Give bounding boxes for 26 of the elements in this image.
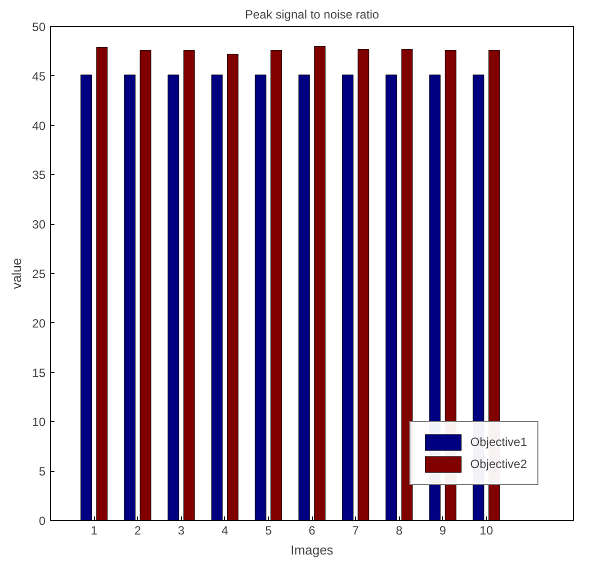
x-tick-label: 3 <box>178 524 185 538</box>
x-axis-title: Images <box>290 542 334 558</box>
y-tick-label: 30 <box>32 218 46 232</box>
y-tick-label: 45 <box>32 69 46 84</box>
legend-label: Objective2 <box>470 457 527 471</box>
x-tick-label: 4 <box>221 524 228 538</box>
legend-label: Objective1 <box>470 435 527 449</box>
y-tick-label: 0 <box>38 514 46 528</box>
x-tick-label: 9 <box>439 524 446 538</box>
y-axis-title: value <box>9 258 24 290</box>
chart-title: Peak signal to noise ratio <box>244 8 380 22</box>
y-tick-label: 35 <box>32 168 46 182</box>
y-tick-label: 50 <box>32 20 46 34</box>
y-tick-label: 15 <box>32 366 46 380</box>
x-tick-label: 5 <box>265 524 272 538</box>
x-tick-label: 6 <box>308 524 316 538</box>
y-tick-label: 25 <box>32 267 46 281</box>
y-tick-label: 20 <box>32 316 46 330</box>
x-tick-label: 7 <box>352 524 360 538</box>
x-tick-label: 1 <box>90 524 98 538</box>
x-tick-label: 2 <box>134 524 142 538</box>
x-tick-label: 8 <box>396 524 403 538</box>
x-tick-label: 10 <box>480 524 494 538</box>
y-tick-label: 5 <box>38 464 46 479</box>
y-tick-label: 10 <box>32 415 46 430</box>
y-tick-label: 40 <box>32 118 46 133</box>
